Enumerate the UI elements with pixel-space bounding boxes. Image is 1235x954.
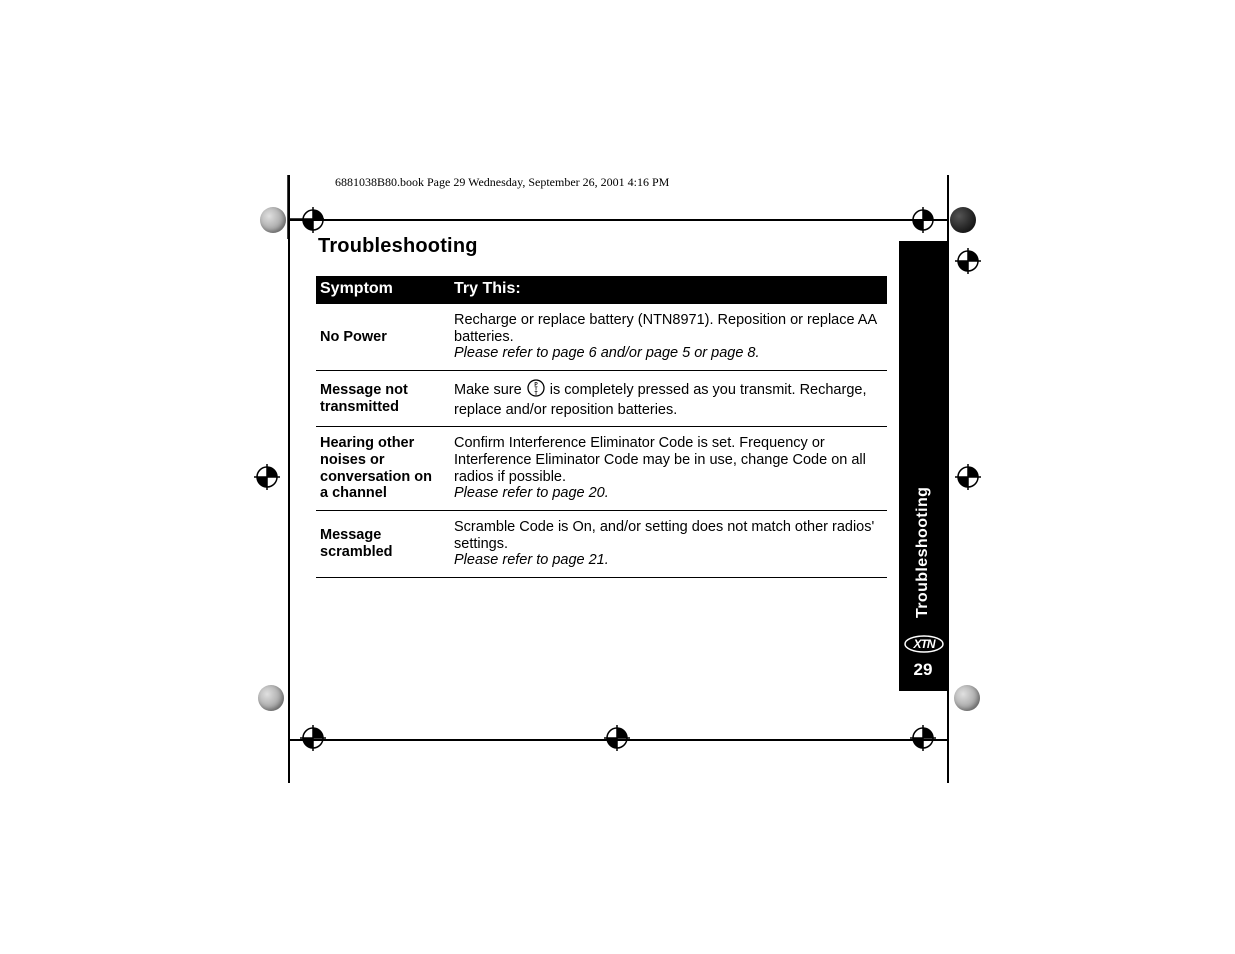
troubleshooting-table: Symptom Try This: No Power Recharge or r… <box>316 276 887 578</box>
symptom-cell: Hearing other noises or conversation on … <box>316 427 450 511</box>
print-disc <box>258 685 284 711</box>
reg-mark-bl <box>300 725 326 751</box>
side-tab-label: Troubleshooting <box>900 448 946 618</box>
page-number: 29 <box>899 660 947 680</box>
table-row: Message scrambled Scramble Code is On, a… <box>316 511 887 578</box>
try-cell: Scramble Code is On, and/or setting does… <box>450 511 887 578</box>
section-title: Troubleshooting <box>318 235 970 258</box>
table-row: Message not transmitted Make sure PTT is… <box>316 371 887 427</box>
reg-mark-ml <box>254 464 280 490</box>
svg-text:XTN: XTN <box>913 637 936 651</box>
try-cell: Make sure PTT is completely pressed as y… <box>450 371 887 427</box>
table-row: Hearing other noises or conversation on … <box>316 427 887 511</box>
print-disc <box>954 685 980 711</box>
ptt-icon: PTT <box>527 379 545 402</box>
brand-logo: XTN <box>904 635 944 653</box>
col-trythis: Try This: <box>450 276 887 304</box>
print-disc <box>260 207 286 233</box>
reg-mark-bc <box>604 725 630 751</box>
table-row: No Power Recharge or replace battery (NT… <box>316 304 887 371</box>
symptom-cell: Message not transmitted <box>316 371 450 427</box>
symptom-cell: No Power <box>316 304 450 371</box>
reg-mark-br <box>910 725 936 751</box>
symptom-cell: Message scrambled <box>316 511 450 578</box>
col-symptom: Symptom <box>316 276 450 304</box>
svg-text:T: T <box>534 391 537 397</box>
book-header: 6881038B80.book Page 29 Wednesday, Septe… <box>335 175 970 190</box>
try-cell: Confirm Interference Eliminator Code is … <box>450 427 887 511</box>
try-cell: Recharge or replace battery (NTN8971). R… <box>450 304 887 371</box>
